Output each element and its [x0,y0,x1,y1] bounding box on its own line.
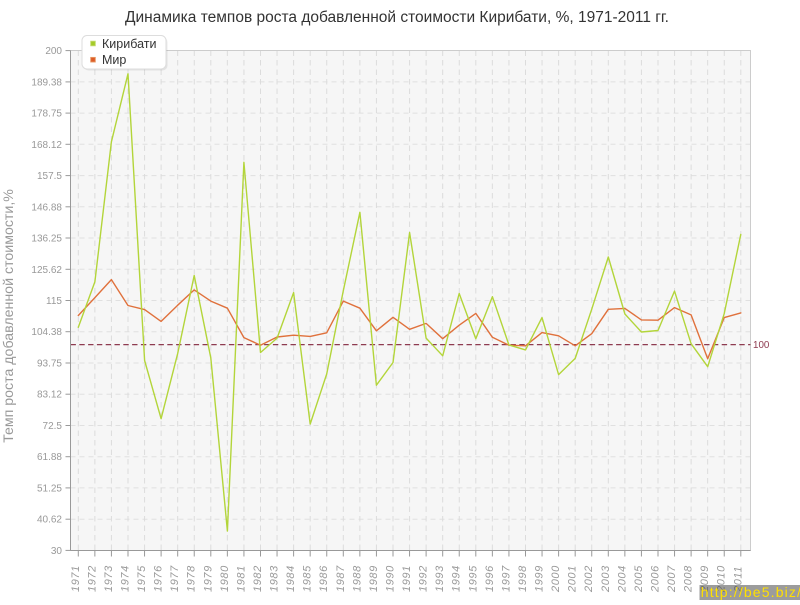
svg-text:Темп роста добавленной стоимос: Темп роста добавленной стоимости,% [1,189,17,443]
svg-text:30: 30 [51,546,63,557]
svg-text:1981: 1981 [235,565,247,592]
svg-text:1984: 1984 [285,565,297,592]
svg-text:1982: 1982 [252,565,264,592]
svg-text:2000: 2000 [550,565,562,593]
svg-text:http://be5.biz/: http://be5.biz/ [701,584,800,600]
svg-text:1974: 1974 [119,565,131,592]
svg-text:1983: 1983 [269,565,281,592]
svg-text:1972: 1972 [86,565,98,592]
svg-text:1993: 1993 [434,565,446,592]
svg-text:1986: 1986 [318,565,330,592]
svg-text:104.38: 104.38 [31,327,62,338]
svg-text:1997: 1997 [500,565,512,592]
svg-text:125.62: 125.62 [31,265,62,276]
svg-text:1992: 1992 [418,565,430,592]
svg-text:51.25: 51.25 [37,483,62,494]
svg-text:200: 200 [45,46,62,57]
svg-text:1971: 1971 [70,565,82,592]
svg-text:178.75: 178.75 [31,109,62,120]
svg-text:146.88: 146.88 [31,202,62,213]
svg-text:1975: 1975 [136,565,148,592]
svg-text:93.75: 93.75 [37,359,62,370]
svg-text:1980: 1980 [219,565,231,592]
svg-text:72.5: 72.5 [43,421,63,432]
svg-text:83.12: 83.12 [37,390,62,401]
svg-text:1973: 1973 [103,565,115,592]
svg-text:Динамика темпов роста добавлен: Динамика темпов роста добавленной стоимо… [125,9,669,26]
svg-text:1989: 1989 [368,565,380,592]
svg-text:1998: 1998 [517,565,529,592]
svg-text:1976: 1976 [153,565,165,592]
svg-text:1991: 1991 [401,565,413,592]
svg-text:1994: 1994 [451,565,463,592]
svg-text:1978: 1978 [186,565,198,592]
svg-text:40.62: 40.62 [37,515,62,526]
svg-text:136.25: 136.25 [31,234,62,245]
svg-text:2002: 2002 [583,565,595,593]
svg-text:115: 115 [46,296,62,307]
svg-text:1988: 1988 [351,565,363,592]
svg-text:61.88: 61.88 [37,452,62,463]
svg-text:100: 100 [753,340,770,351]
svg-text:157.5: 157.5 [37,171,62,182]
svg-text:1979: 1979 [202,565,214,592]
svg-text:Кирибати: Кирибати [102,37,156,51]
svg-text:2005: 2005 [633,565,645,593]
svg-text:1999: 1999 [534,565,546,592]
svg-text:2007: 2007 [666,565,678,593]
svg-text:2008: 2008 [683,565,695,593]
svg-text:1995: 1995 [467,565,479,592]
svg-text:2004: 2004 [616,565,628,593]
svg-text:2003: 2003 [600,565,612,593]
svg-text:1977: 1977 [169,565,181,592]
svg-text:1985: 1985 [302,565,314,592]
svg-text:2006: 2006 [649,565,661,593]
svg-text:189.38: 189.38 [31,77,62,88]
svg-text:1996: 1996 [484,565,496,592]
svg-text:2001: 2001 [567,565,579,593]
svg-text:168.12: 168.12 [31,140,62,151]
svg-text:1990: 1990 [384,565,396,592]
svg-text:Мир: Мир [102,53,126,67]
svg-text:1987: 1987 [335,565,347,592]
